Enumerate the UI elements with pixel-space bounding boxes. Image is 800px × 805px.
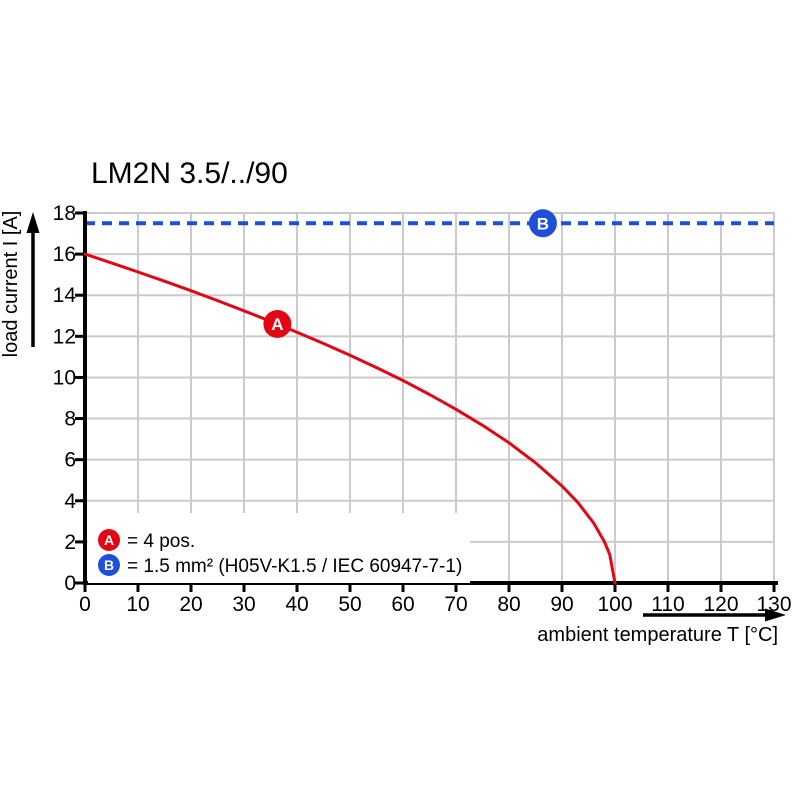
x-tick-label: 50: [338, 593, 361, 616]
marker-a: [263, 310, 292, 338]
x-axis-arrow: [643, 608, 786, 622]
x-tick-label: 70: [444, 593, 467, 616]
y-tick-label: 14: [53, 284, 77, 307]
y-tick-label: 16: [53, 243, 76, 266]
y-axis-arrow: [26, 212, 40, 347]
x-tick-label: 110: [651, 593, 684, 616]
x-tick-label: 10: [126, 593, 149, 616]
y-tick-label: 18: [53, 202, 76, 225]
x-tick-label: 0: [79, 593, 91, 616]
legend-marker-b-letter: B: [104, 557, 114, 573]
legend-entry-b-text: = 1.5 mm² (H05V-K1.5 / IEC 60947-7-1): [127, 556, 462, 577]
y-tick-label: 8: [64, 408, 76, 431]
x-tick-label: 30: [232, 593, 255, 616]
x-axis-label: ambient temperature T [°C]: [537, 624, 778, 646]
y-tick-label: 10: [53, 366, 76, 389]
y-tick-label: 2: [64, 531, 76, 554]
legend-marker-b: [98, 554, 120, 576]
marker-b-letter: B: [537, 214, 549, 233]
y-axis-label: load current I [A]: [0, 211, 22, 358]
legend-background: [88, 513, 470, 583]
y-tick-label: 0: [64, 572, 76, 595]
legend: A = 4 pos. B = 1.5 mm² (H05V-K1.5 / IEC …: [88, 513, 470, 583]
y-tick-label: 6: [64, 449, 76, 472]
marker-a-letter: A: [271, 315, 283, 334]
legend-marker-a-letter: A: [104, 532, 114, 548]
chart-title: LM2N 3.5/../90: [91, 157, 288, 190]
marker-b: [528, 209, 557, 238]
legend-entry-a-text: = 4 pos.: [127, 531, 195, 552]
x-tick-label: 90: [550, 593, 573, 616]
chart-marker-layer: AB: [263, 209, 557, 338]
derating-curve: [83, 252, 617, 585]
y-tick-label: 12: [53, 325, 76, 348]
x-tick-label: 120: [703, 593, 738, 616]
x-tick-label: 60: [391, 593, 414, 616]
legend-marker-a: [98, 529, 120, 551]
x-tick-label: 40: [285, 593, 308, 616]
x-tick-label: 100: [597, 593, 632, 616]
x-tick-label: 80: [497, 593, 520, 616]
chart-series-layer: [83, 252, 617, 585]
x-tick-label: 20: [179, 593, 202, 616]
y-tick-label: 4: [64, 490, 76, 513]
